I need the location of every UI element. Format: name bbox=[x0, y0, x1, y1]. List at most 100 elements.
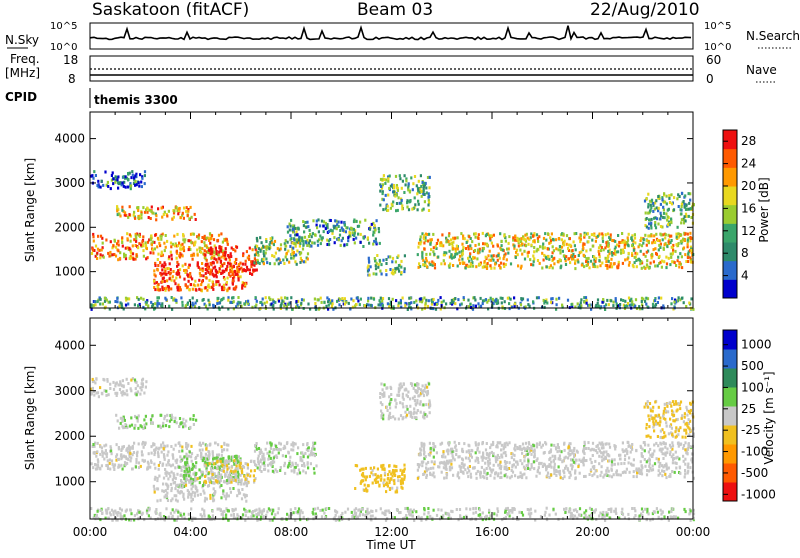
data-cell bbox=[289, 245, 291, 248]
data-cell bbox=[428, 209, 430, 212]
data-cell bbox=[277, 247, 279, 250]
data-cell bbox=[380, 263, 382, 266]
data-cell bbox=[523, 459, 525, 462]
data-cell bbox=[155, 218, 157, 221]
data-cell bbox=[643, 266, 645, 269]
data-cell bbox=[532, 300, 534, 303]
data-cell bbox=[296, 263, 298, 266]
data-cell bbox=[274, 240, 276, 243]
data-cell bbox=[250, 469, 252, 472]
data-cell bbox=[647, 235, 649, 238]
data-cell bbox=[424, 200, 426, 203]
data-cell bbox=[581, 264, 583, 267]
data-cell bbox=[365, 467, 367, 470]
data-cell bbox=[345, 230, 347, 233]
data-cell bbox=[114, 239, 116, 242]
data-cell bbox=[220, 479, 222, 482]
data-cell bbox=[404, 174, 406, 177]
data-cell bbox=[483, 469, 485, 472]
data-cell bbox=[549, 236, 551, 239]
data-cell bbox=[383, 383, 385, 386]
colorbar-segment bbox=[723, 223, 737, 242]
data-cell bbox=[523, 238, 525, 241]
data-cell bbox=[585, 250, 587, 253]
data-cell bbox=[428, 383, 430, 386]
data-cell bbox=[230, 476, 232, 479]
data-cell bbox=[223, 448, 225, 451]
data-cell bbox=[437, 299, 439, 302]
data-cell bbox=[646, 244, 648, 247]
data-cell bbox=[387, 409, 389, 412]
data-cell bbox=[238, 263, 240, 266]
data-cell bbox=[492, 245, 494, 248]
data-cell bbox=[530, 263, 532, 266]
data-cell bbox=[417, 253, 419, 256]
data-cell bbox=[424, 387, 426, 390]
data-cell bbox=[561, 246, 563, 249]
data-cell bbox=[290, 237, 292, 240]
data-cell bbox=[429, 472, 431, 475]
data-cell bbox=[270, 447, 272, 450]
data-cell bbox=[427, 204, 429, 207]
data-cell bbox=[391, 487, 393, 490]
data-cell bbox=[220, 469, 222, 472]
data-cell bbox=[156, 304, 158, 307]
data-cell bbox=[532, 255, 534, 258]
data-cell bbox=[379, 259, 381, 262]
data-cell bbox=[475, 232, 477, 235]
data-cell bbox=[629, 471, 631, 474]
data-cell bbox=[428, 186, 430, 189]
data-cell bbox=[448, 449, 450, 452]
data-cell bbox=[683, 247, 685, 250]
data-cell bbox=[122, 468, 124, 471]
data-cell bbox=[232, 296, 234, 299]
data-cell bbox=[423, 242, 425, 245]
data-cell bbox=[157, 269, 159, 272]
data-cell bbox=[205, 237, 207, 240]
data-cell bbox=[328, 243, 330, 246]
data-cell bbox=[181, 243, 183, 246]
data-cell bbox=[504, 474, 506, 477]
data-cell bbox=[679, 195, 681, 198]
data-cell bbox=[385, 269, 387, 272]
data-cell bbox=[483, 299, 485, 302]
data-cell bbox=[262, 298, 264, 301]
data-cell bbox=[685, 451, 687, 454]
data-cell bbox=[653, 234, 655, 237]
data-cell bbox=[648, 470, 650, 473]
data-cell bbox=[570, 464, 572, 467]
data-cell bbox=[313, 448, 315, 451]
data-cell bbox=[275, 252, 277, 255]
data-cell bbox=[214, 442, 216, 445]
data-cell bbox=[143, 392, 145, 395]
data-cell bbox=[140, 181, 142, 184]
data-cell bbox=[610, 299, 612, 302]
data-cell bbox=[154, 476, 156, 479]
data-cell bbox=[503, 255, 505, 258]
data-cell bbox=[275, 468, 277, 471]
data-cell bbox=[580, 238, 582, 241]
data-cell bbox=[515, 256, 517, 259]
data-cell bbox=[215, 247, 217, 250]
data-cell bbox=[489, 462, 491, 465]
data-cell bbox=[622, 251, 624, 254]
data-cell bbox=[591, 233, 593, 236]
data-cell bbox=[243, 483, 245, 486]
data-cell bbox=[551, 255, 553, 258]
data-cell bbox=[468, 444, 470, 447]
data-cell bbox=[95, 174, 97, 177]
data-cell bbox=[163, 477, 165, 480]
data-cell bbox=[291, 469, 293, 472]
data-cell bbox=[199, 274, 201, 277]
data-cell bbox=[172, 270, 174, 273]
data-cell bbox=[664, 237, 666, 240]
data-cell bbox=[157, 448, 159, 451]
data-cell bbox=[296, 452, 298, 455]
data-cell bbox=[450, 253, 452, 256]
data-cell bbox=[200, 283, 202, 286]
data-cell bbox=[389, 487, 391, 490]
data-cell bbox=[265, 448, 267, 451]
data-cell bbox=[405, 388, 407, 391]
data-cell bbox=[402, 417, 404, 420]
data-cell bbox=[375, 267, 377, 270]
